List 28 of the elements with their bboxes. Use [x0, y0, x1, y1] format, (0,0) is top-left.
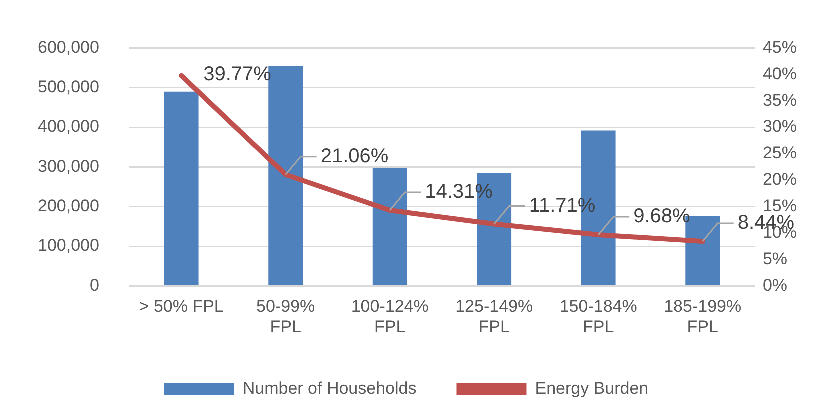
- y-tick-label: 600,000: [38, 38, 100, 57]
- x-tick-label: 125-149% FPL: [456, 297, 534, 336]
- y2-tick-label: 5%: [762, 249, 788, 268]
- legend-label: Energy Burden: [535, 379, 649, 398]
- y-tick-label: 200,000: [38, 196, 100, 216]
- legend-label: Number of Households: [242, 379, 417, 398]
- y-tick-label: 0: [90, 276, 100, 295]
- y2-tick-label: 0%: [762, 276, 788, 295]
- y2-tick-label: 15%: [762, 196, 798, 216]
- y2-tick-label: 40%: [762, 64, 798, 84]
- bar: [372, 168, 408, 286]
- y2-tick-label: 30%: [762, 117, 798, 136]
- y2-tick-label: 45%: [762, 38, 798, 57]
- x-tick-label: 100-124% FPL: [351, 297, 429, 336]
- y2-tick-label: 35%: [762, 90, 798, 110]
- bar: [164, 92, 199, 286]
- x-tick-label: 50-99% FPL: [256, 297, 316, 336]
- y2-tick-label: 20%: [762, 170, 798, 190]
- y-tick-label: 100,000: [38, 236, 100, 256]
- data-label: 9.68%: [634, 206, 691, 228]
- x-tick-label: > 50% FPL: [139, 297, 224, 316]
- y-tick-label: 300,000: [38, 156, 100, 176]
- y-tick-label: 400,000: [38, 117, 100, 136]
- x-tick-label: 150-184% FPL: [560, 297, 638, 336]
- data-label: 21.06%: [320, 145, 389, 168]
- y-tick-label: 500,000: [38, 78, 100, 97]
- x-tick-label: 185-199% FPL: [664, 297, 742, 336]
- y2-tick-label: 25%: [762, 144, 798, 163]
